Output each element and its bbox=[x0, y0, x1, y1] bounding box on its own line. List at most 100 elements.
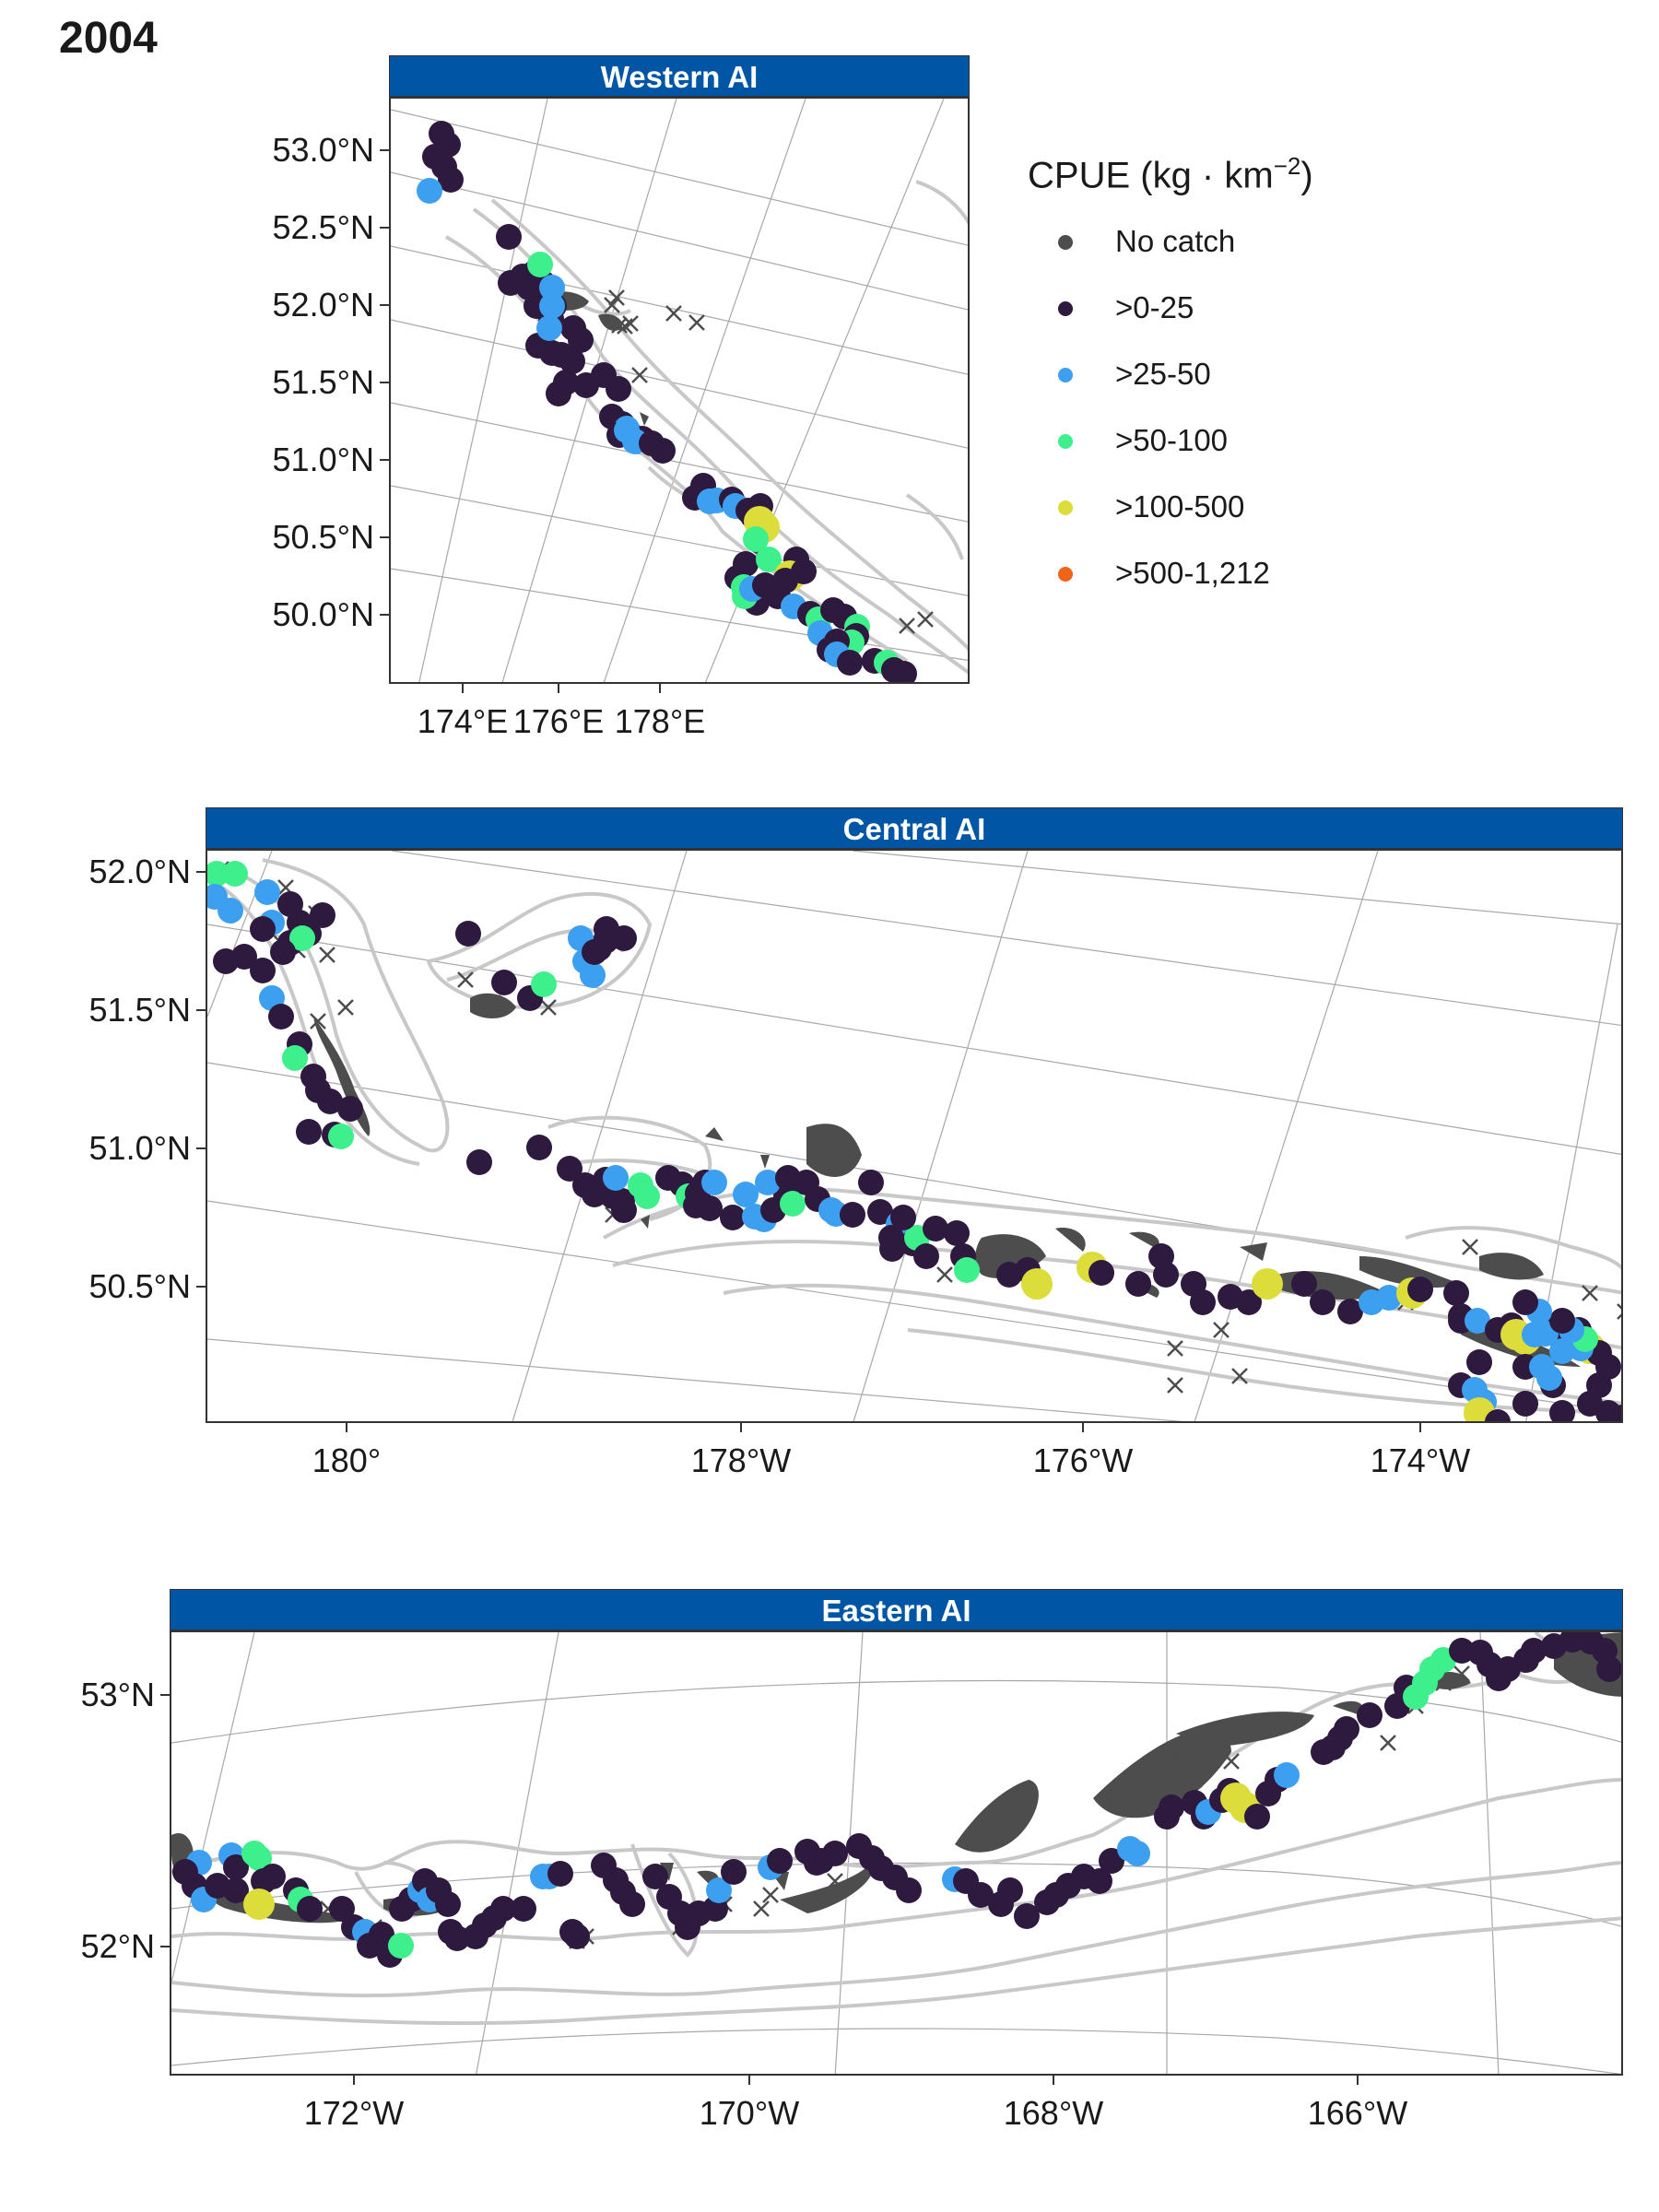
no-catch-marker bbox=[665, 305, 682, 322]
y-tick bbox=[380, 149, 389, 151]
western-ai-map[interactable] bbox=[389, 97, 970, 684]
haul-point bbox=[858, 1170, 884, 1195]
haul-point bbox=[1124, 1841, 1150, 1866]
haul-point bbox=[1088, 1260, 1114, 1286]
haul-point bbox=[435, 1891, 461, 1917]
haul-point bbox=[559, 348, 585, 374]
no-catch-marker bbox=[899, 618, 915, 634]
legend-item: >25-50 bbox=[1028, 355, 1313, 421]
haul-point bbox=[1244, 1804, 1270, 1830]
haul-point bbox=[1337, 1299, 1363, 1324]
haul-point bbox=[539, 293, 565, 319]
haul-point bbox=[243, 1888, 275, 1920]
x-tick bbox=[1357, 2076, 1359, 2085]
legend-label: >0-25 bbox=[1115, 290, 1194, 325]
no-catch-marker bbox=[753, 1900, 770, 1917]
haul-point bbox=[954, 1257, 980, 1283]
haul-point bbox=[822, 1841, 848, 1866]
no-catch-marker bbox=[1582, 1285, 1598, 1301]
haul-point bbox=[1612, 1409, 1621, 1421]
haul-point bbox=[310, 902, 335, 928]
haul-point bbox=[1407, 1277, 1433, 1302]
legend-label: >500-1,212 bbox=[1115, 556, 1270, 591]
no-catch-marker bbox=[1462, 1239, 1478, 1255]
haul-point bbox=[531, 971, 557, 997]
haul-point bbox=[388, 1933, 414, 1959]
y-tick-label: 52°N bbox=[80, 1927, 155, 1965]
no-catch-marker bbox=[611, 317, 628, 334]
haul-point bbox=[490, 1896, 516, 1922]
x-tick-label: 176°W bbox=[1032, 1441, 1134, 1479]
haul-point bbox=[260, 1864, 286, 1889]
haul-point bbox=[606, 376, 631, 402]
haul-point bbox=[582, 939, 607, 965]
central-ai-strip: Central AI bbox=[206, 807, 1623, 849]
haul-point bbox=[755, 1170, 781, 1195]
no-catch-marker bbox=[457, 971, 474, 988]
y-tick-label: 53.0°N bbox=[272, 131, 374, 169]
eastern-ai-strip: Eastern AI bbox=[170, 1589, 1623, 1630]
no-catch-marker bbox=[485, 994, 501, 1011]
y-tick-label: 53°N bbox=[80, 1676, 155, 1713]
haul-point bbox=[1443, 1280, 1469, 1306]
western-ai-strip: Western AI bbox=[389, 55, 970, 97]
haul-point bbox=[997, 1877, 1023, 1903]
legend-swatch bbox=[1058, 434, 1073, 450]
x-tick-label: 178°W bbox=[690, 1441, 792, 1479]
haul-point bbox=[1376, 1285, 1402, 1311]
eastern-ai-map[interactable] bbox=[170, 1630, 1623, 2076]
y-tick bbox=[196, 1147, 206, 1149]
legend-swatch bbox=[1058, 368, 1073, 383]
no-catch-marker bbox=[827, 1873, 843, 1889]
no-catch-marker bbox=[319, 947, 335, 963]
haul-point bbox=[417, 178, 442, 204]
x-tick bbox=[659, 684, 661, 693]
x-tick-label: 170°W bbox=[699, 2094, 800, 2132]
haul-point bbox=[250, 916, 276, 942]
central-ai-map[interactable] bbox=[206, 849, 1623, 1423]
cpue-legend: CPUE (kg · km−2) No catch >0-25 >25-50 >50-… bbox=[1028, 152, 1313, 620]
haul-point bbox=[223, 1854, 249, 1880]
legend-swatch bbox=[1058, 500, 1073, 516]
y-tick bbox=[196, 1009, 206, 1011]
no-catch-marker bbox=[1167, 1340, 1183, 1357]
legend-swatch bbox=[1058, 301, 1073, 317]
haul-point bbox=[706, 1877, 732, 1903]
x-tick bbox=[1053, 2076, 1054, 2085]
no-catch-marker bbox=[1213, 1322, 1230, 1338]
x-tick-label: 176°E bbox=[512, 702, 605, 740]
haul-point bbox=[337, 1096, 363, 1122]
haul-point bbox=[455, 921, 481, 947]
haul-point bbox=[1153, 1262, 1179, 1288]
haul-point bbox=[557, 1156, 582, 1182]
haul-point bbox=[580, 962, 606, 988]
y-tick bbox=[380, 536, 389, 538]
legend-item: No catch bbox=[1028, 222, 1313, 288]
haul-point bbox=[1291, 1271, 1317, 1297]
haul-point bbox=[756, 547, 782, 572]
haul-point bbox=[564, 1924, 590, 1949]
figure-title: 2004 bbox=[59, 14, 158, 63]
graticule bbox=[171, 1632, 1621, 2074]
y-tick bbox=[160, 1946, 170, 1947]
haul-point bbox=[526, 1135, 552, 1160]
no-catch-marker bbox=[917, 611, 934, 628]
y-tick bbox=[196, 871, 206, 873]
haul-point bbox=[1536, 1365, 1562, 1391]
haul-point bbox=[867, 1199, 893, 1225]
no-catch-marker bbox=[688, 314, 705, 331]
x-tick bbox=[1082, 1423, 1084, 1432]
x-tick-label: 174°W bbox=[1370, 1441, 1471, 1479]
haul-point bbox=[547, 1861, 573, 1887]
no-catch-marker bbox=[337, 999, 354, 1016]
no-catch-marker bbox=[1380, 1735, 1396, 1751]
haul-point bbox=[296, 1119, 322, 1145]
haul-point bbox=[752, 572, 778, 598]
haul-point bbox=[594, 916, 619, 942]
haul-point bbox=[1190, 1289, 1216, 1315]
central-ai-panel: Central AI bbox=[206, 807, 1623, 1423]
x-tick-label: 172°W bbox=[303, 2094, 405, 2132]
no-catch-marker bbox=[1617, 1303, 1621, 1320]
haul-point bbox=[1586, 1372, 1612, 1398]
y-tick-label: 50.0°N bbox=[272, 595, 374, 633]
